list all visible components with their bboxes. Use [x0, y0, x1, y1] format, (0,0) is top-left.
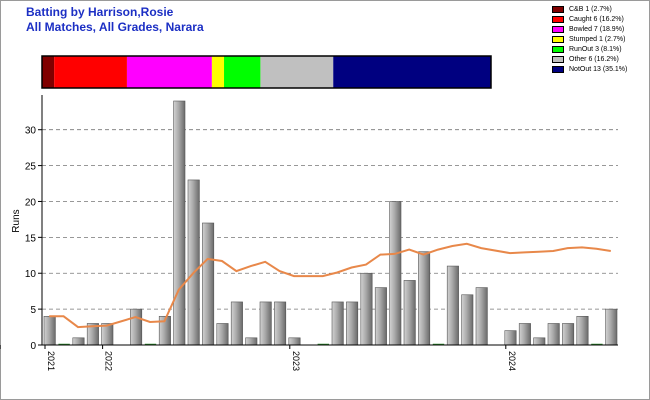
bar: [403, 280, 416, 346]
axes: [41, 95, 618, 346]
dismissal-segment: [54, 56, 127, 88]
bar: [187, 179, 200, 346]
legend-swatch: [552, 46, 564, 53]
y-tick-label: 30: [25, 126, 37, 137]
y-tick-label: 10: [25, 269, 37, 280]
bar: [216, 323, 229, 346]
bar: [418, 251, 431, 346]
y-tick-label: 15: [25, 233, 37, 244]
average-line-series: [49, 242, 611, 329]
bar: [43, 315, 56, 346]
dismissal-segment: [211, 56, 225, 88]
bar: [360, 272, 373, 346]
legend-swatch: [552, 56, 564, 63]
y-tick-label: 20: [25, 197, 37, 208]
bar: [562, 323, 575, 346]
y-axis-label: Runs: [11, 209, 22, 233]
legend-label: Bowled 7 (18.9%): [569, 26, 625, 33]
bar: [245, 337, 258, 346]
grid-lines: [42, 129, 618, 310]
legend-swatch: [552, 6, 564, 13]
legend-label: C&B 1 (2.7%): [569, 6, 612, 13]
bar: [533, 337, 546, 346]
dismissal-segment: [126, 56, 212, 88]
bar: [130, 308, 143, 346]
bar: [72, 337, 85, 346]
bar: [605, 308, 618, 346]
y-tick-label: 25: [25, 162, 37, 173]
x-tick-labels: 20212022202320242025: [0, 0, 517, 371]
dismissal-summary-bar: [41, 55, 492, 89]
bar: [504, 330, 517, 346]
legend-swatch: [552, 16, 564, 23]
dismissal-bar-border: [41, 55, 492, 89]
bar: [173, 100, 186, 346]
legend-label: Other 6 (16.2%): [569, 56, 619, 63]
bar: [346, 301, 359, 346]
legend-label: Caught 6 (16.2%): [569, 16, 624, 23]
bar: [259, 301, 272, 346]
legend-label: NotOut 13 (35.1%): [569, 66, 628, 73]
x-tick-label: 2024: [507, 351, 517, 371]
bar: [389, 201, 402, 346]
y-tick-label: 0: [30, 341, 36, 352]
dismissal-segment: [42, 56, 55, 88]
legend-swatch: [552, 66, 564, 73]
legend-swatch: [552, 26, 564, 33]
y-tick-labels: 0 5 10 15 20 25 30: [25, 126, 42, 352]
bar: [576, 315, 589, 346]
x-tick-label: 2021: [46, 351, 56, 371]
bar-series: [43, 100, 618, 346]
dismissal-segment: [260, 56, 334, 88]
x-tick-label: 2023: [291, 351, 301, 371]
bar: [547, 323, 560, 346]
dismissal-segment: [333, 56, 491, 88]
x-tick-label: 2022: [104, 351, 114, 371]
bar: [475, 287, 488, 346]
bar: [274, 301, 287, 346]
bar: [230, 301, 243, 346]
bar: [288, 337, 301, 346]
bar: [331, 301, 344, 346]
average-line: [49, 242, 611, 329]
chart-subtitle: All Matches, All Grades, Narara: [26, 20, 204, 34]
y-tick-label: 5: [30, 305, 36, 316]
bar: [518, 323, 531, 346]
legend-label: Stumped 1 (2.7%): [569, 36, 626, 43]
legend-swatch: [552, 36, 564, 43]
bar: [374, 287, 387, 346]
bar: [202, 222, 215, 346]
bar: [461, 294, 474, 346]
chart-title: Batting by Harrison,Rosie: [26, 5, 174, 19]
dismissal-segment: [224, 56, 261, 88]
legend-label: RunOut 3 (8.1%): [569, 46, 622, 53]
bar: [446, 265, 459, 346]
